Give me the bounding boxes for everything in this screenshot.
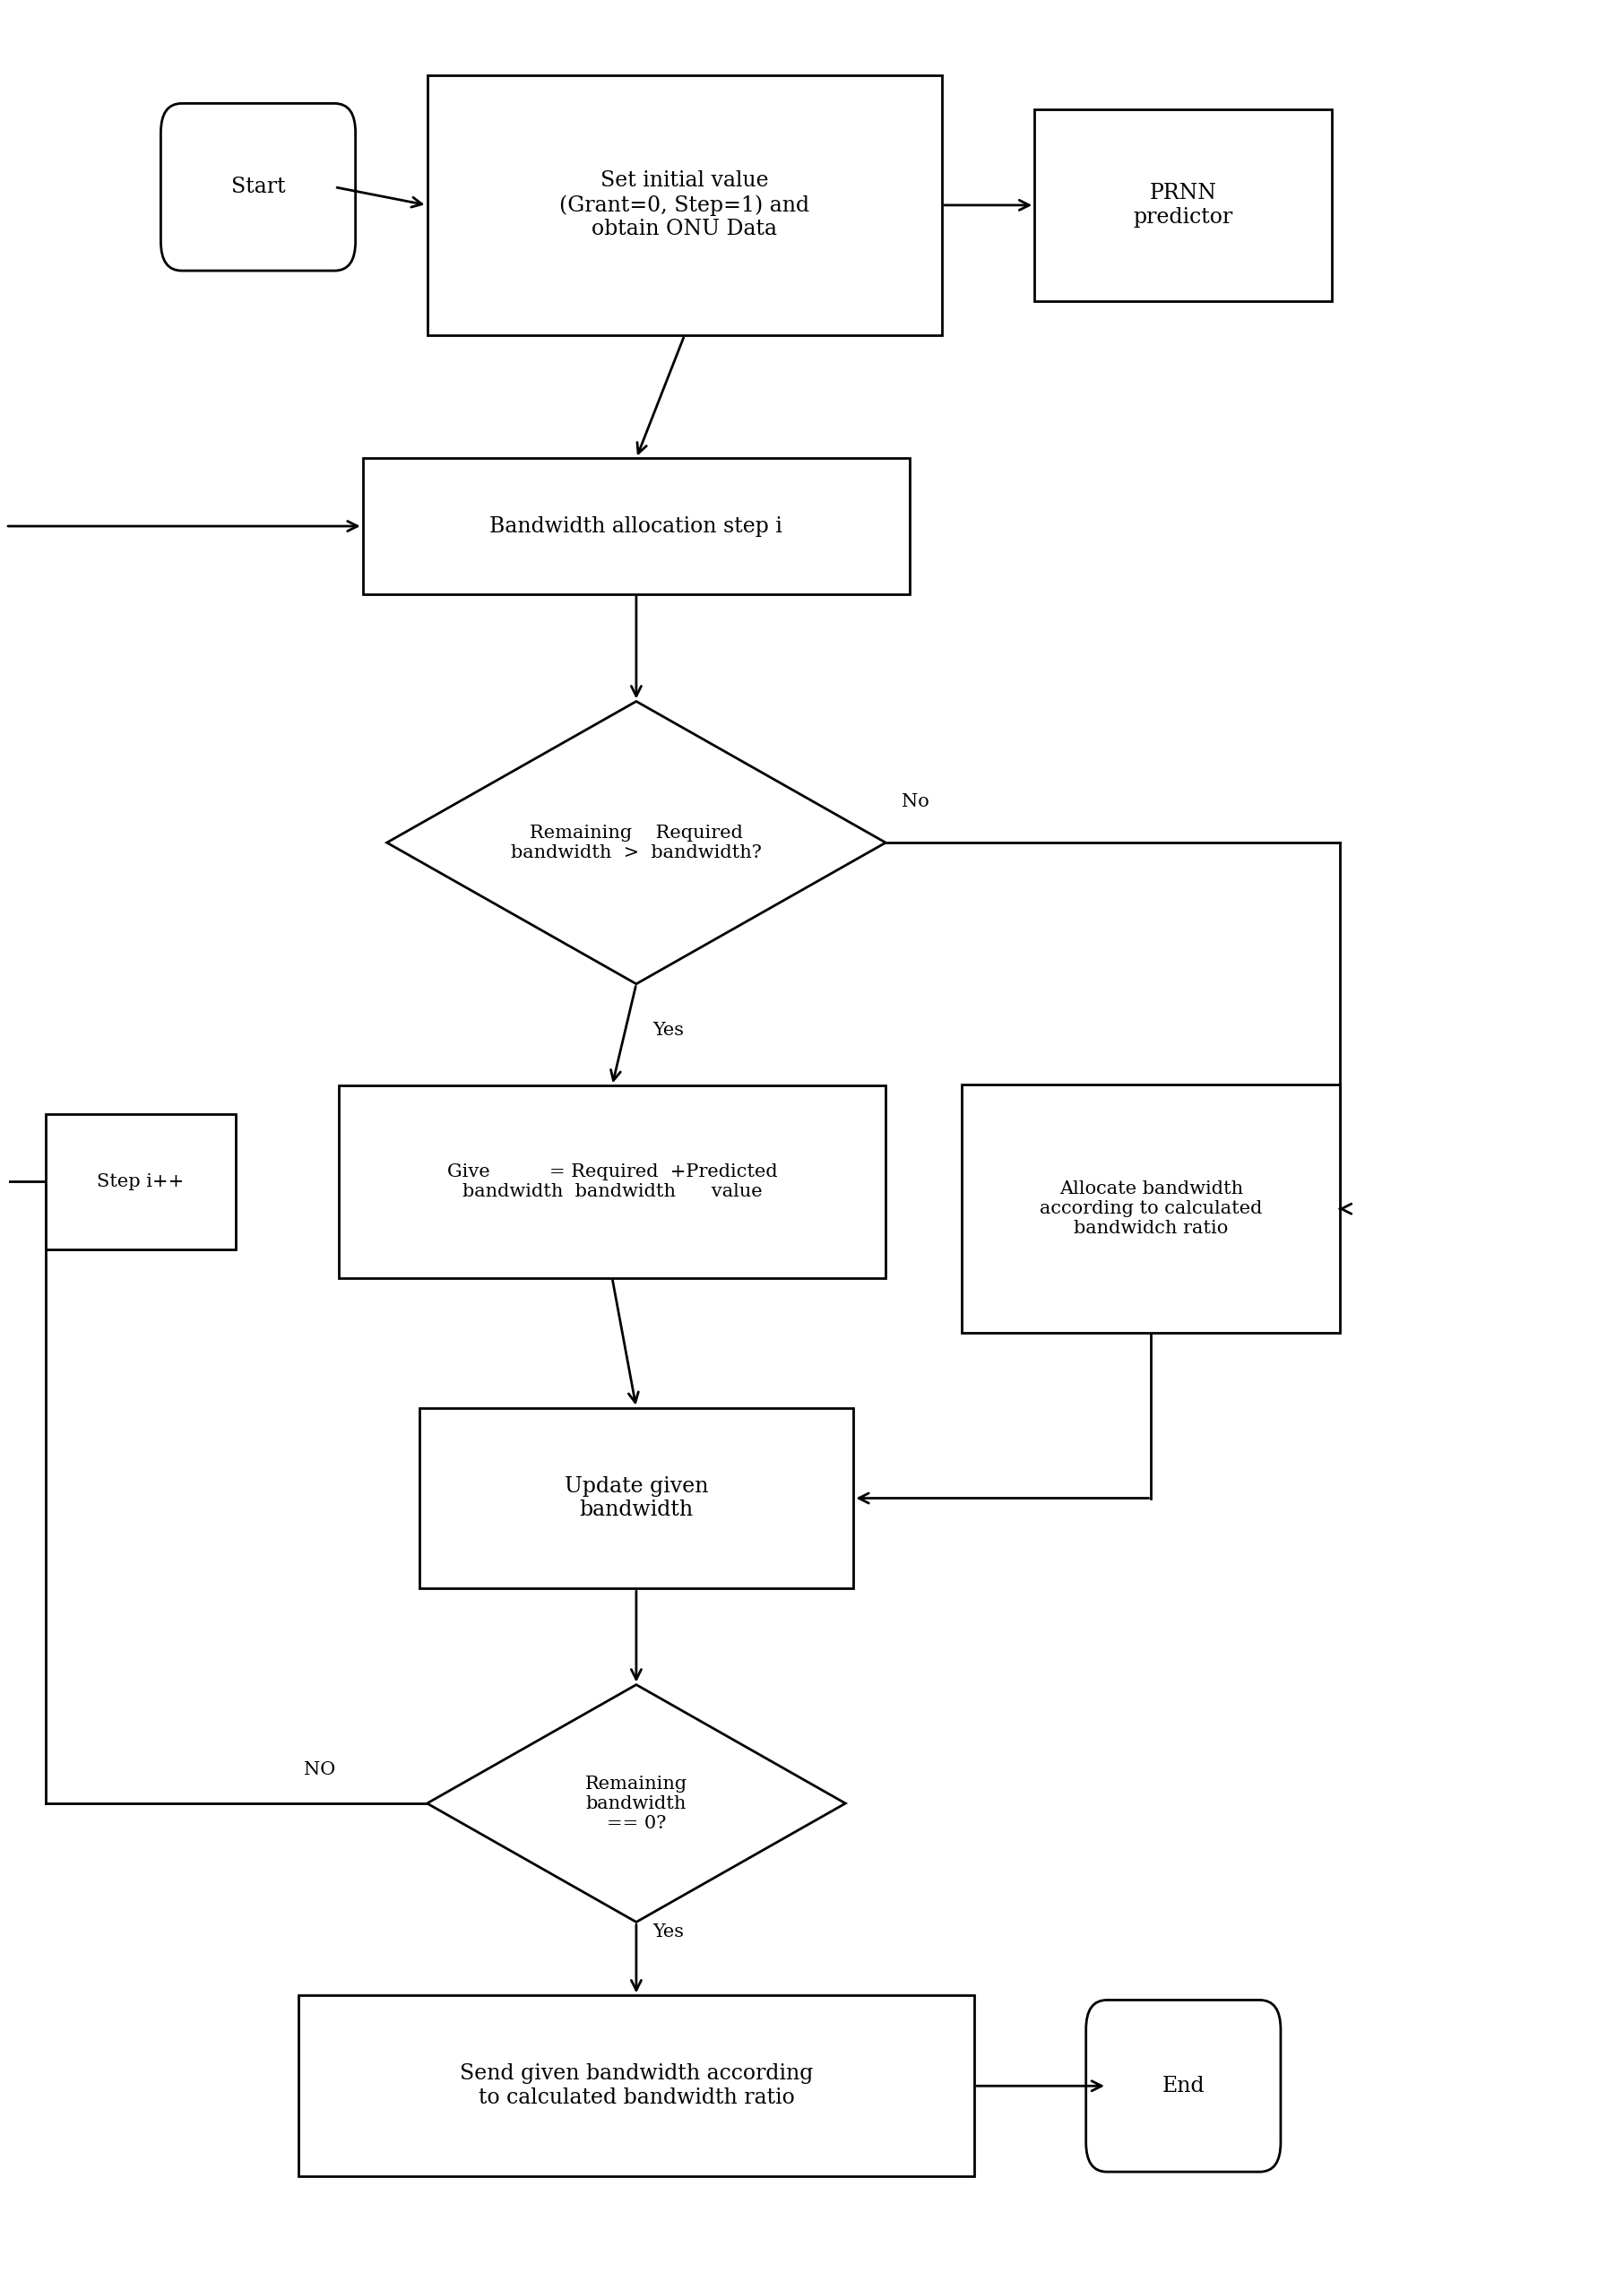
Text: Update given
bandwidth: Update given bandwidth: [565, 1475, 708, 1521]
Text: Yes: Yes: [653, 1023, 684, 1039]
Text: Give          = Required  +Predicted
bandwidth  bandwidth      value: Give = Required +Predicted bandwidth ban…: [447, 1164, 778, 1200]
FancyBboxPatch shape: [362, 459, 909, 593]
Text: NO: NO: [304, 1762, 335, 1777]
FancyBboxPatch shape: [427, 75, 942, 334]
Text: Allocate bandwidth
according to calculated
bandwidch ratio: Allocate bandwidth according to calculat…: [1039, 1180, 1262, 1237]
FancyBboxPatch shape: [161, 105, 356, 270]
Text: Send given bandwidth according
to calculated bandwidth ratio: Send given bandwidth according to calcul…: [460, 2064, 814, 2107]
Text: No: No: [901, 793, 929, 811]
FancyBboxPatch shape: [299, 1996, 974, 2175]
Text: Start: Start: [231, 177, 286, 198]
FancyBboxPatch shape: [45, 1114, 235, 1250]
FancyBboxPatch shape: [1034, 109, 1332, 302]
Polygon shape: [427, 1684, 846, 1923]
FancyBboxPatch shape: [419, 1407, 854, 1589]
Text: Yes: Yes: [653, 1923, 684, 1941]
FancyBboxPatch shape: [1086, 2000, 1281, 2171]
Text: Step i++: Step i++: [97, 1173, 184, 1191]
Text: End: End: [1163, 2075, 1205, 2096]
Polygon shape: [387, 702, 885, 984]
FancyBboxPatch shape: [338, 1086, 885, 1277]
Text: Set initial value
(Grant=0, Step=1) and
obtain ONU Data: Set initial value (Grant=0, Step=1) and …: [559, 170, 810, 239]
Text: PRNN
predictor: PRNN predictor: [1134, 182, 1233, 227]
FancyBboxPatch shape: [961, 1084, 1340, 1334]
Text: Remaining    Required
bandwidth  >  bandwidth?: Remaining Required bandwidth > bandwidth…: [512, 825, 762, 861]
Text: Remaining
bandwidth
== 0?: Remaining bandwidth == 0?: [585, 1775, 687, 1832]
Text: Bandwidth allocation step i: Bandwidth allocation step i: [490, 516, 783, 536]
